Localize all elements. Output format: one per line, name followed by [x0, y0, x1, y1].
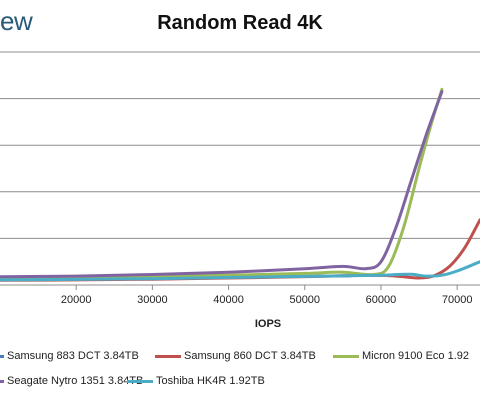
x-axis-label: IOPS — [254, 318, 282, 330]
x-tick-label: 60000 — [366, 294, 397, 306]
legend-item-samsung-860: Samsung 860 DCT 3.84TB — [155, 350, 316, 362]
brand-logo: ew — [0, 6, 33, 36]
x-tick-label: 50000 — [289, 294, 320, 306]
legend-label: Micron 9100 Eco 1.92 — [362, 350, 470, 362]
legend-swatch — [127, 379, 153, 383]
legend-swatch — [333, 354, 359, 358]
legend-item-samsung-883: Samsung 883 DCT 3.84TB — [0, 350, 139, 362]
series-line-3 — [0, 90, 444, 279]
x-tick-label: 40000 — [213, 294, 244, 306]
legend-label: Samsung 883 DCT 3.84TB — [7, 350, 139, 362]
series-line-4 — [0, 260, 480, 282]
legend-label: Seagate Nytro 1351 3.84TB — [7, 375, 144, 387]
legend-swatch — [0, 354, 4, 358]
series-line-2 — [0, 87, 444, 280]
x-tick-label: 70000 — [442, 294, 473, 306]
x-tick-label: 30000 — [137, 294, 168, 306]
legend-swatch — [155, 354, 181, 358]
x-tick-label: 20000 — [61, 294, 92, 306]
legend-swatch — [0, 379, 4, 383]
legend-item-micron-9100: Micron 9100 Eco 1.92 — [333, 350, 469, 362]
legend-label: Toshiba HK4R 1.92TB — [156, 375, 265, 387]
legend-item-seagate-nytro: Seagate Nytro 1351 3.84TB — [0, 375, 143, 387]
legend-label: Samsung 860 DCT 3.84TB — [184, 350, 316, 362]
legend-item-toshiba-hk4r: Toshiba HK4R 1.92TB — [127, 375, 265, 387]
chart-legend: Samsung 883 DCT 3.84TB Samsung 860 DCT 3… — [0, 344, 480, 401]
chart-title: Random Read 4K — [157, 12, 323, 34]
